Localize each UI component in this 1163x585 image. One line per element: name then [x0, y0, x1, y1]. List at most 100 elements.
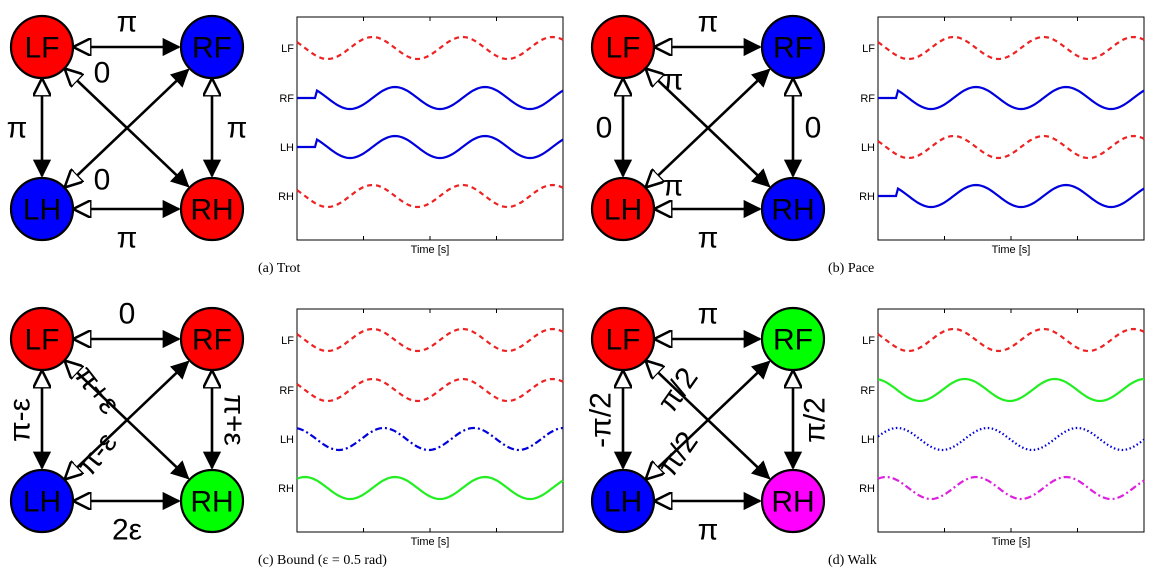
- row-label-lf: LF: [281, 43, 294, 55]
- node-circle: [760, 176, 826, 242]
- node-label: RF: [192, 32, 232, 65]
- node-circle: [179, 468, 245, 534]
- node-circle: [9, 14, 75, 80]
- edge-diag-anti: [647, 362, 769, 478]
- edge-label-right: π/2: [799, 397, 832, 443]
- node-lf: LF: [590, 306, 656, 372]
- edge-label-top: π: [698, 6, 719, 39]
- node-label: LF: [24, 324, 59, 357]
- node-circle: [590, 14, 656, 80]
- edge-label-bottom: 2ε: [112, 514, 142, 547]
- row-label-rh: RH: [278, 191, 294, 203]
- panel-caption: (d) Walk: [828, 553, 877, 568]
- coupling-edges: [623, 47, 793, 209]
- node-lf: LF: [9, 14, 75, 80]
- node-label: LH: [23, 194, 61, 227]
- node-label: RH: [190, 194, 233, 227]
- node-circle: [590, 176, 656, 242]
- leg-nodes: LF RF LH RH: [590, 14, 826, 242]
- node-lh: LH: [9, 176, 75, 242]
- edge-label-top: π: [117, 6, 138, 39]
- node-label: RH: [771, 194, 814, 227]
- trace-rf: [877, 377, 1145, 403]
- node-rh: RH: [760, 176, 826, 242]
- trace-lh: [297, 134, 564, 160]
- node-circle: [9, 468, 75, 534]
- edge-labels: πππ π00: [7, 6, 248, 255]
- edge-label-diag_main: π: [663, 64, 684, 97]
- node-circle: [590, 468, 656, 534]
- row-label-rh: RH: [278, 483, 294, 495]
- node-label: RH: [190, 486, 233, 519]
- node-lh: LH: [590, 468, 656, 534]
- edge-label-diag_anti: 0: [94, 164, 111, 197]
- edge-label-left: -π/2: [585, 392, 618, 448]
- plot-frame: [296, 16, 564, 241]
- row-label-lf: LF: [862, 335, 875, 347]
- leg-nodes: LF RF LH RH: [9, 306, 245, 534]
- node-lh: LH: [590, 176, 656, 242]
- trace-plot: Time [s] LF RF LH RH: [859, 308, 1145, 548]
- node-rf: RF: [179, 14, 245, 80]
- node-circle: [760, 306, 826, 372]
- edge-label-left: π: [7, 112, 28, 145]
- node-circle: [179, 14, 245, 80]
- coupling-edges: [42, 339, 212, 501]
- node-circle: [179, 306, 245, 372]
- coupling-edges: [42, 47, 212, 209]
- edge-diag-anti: [647, 70, 769, 186]
- row-label-rf: RF: [279, 385, 294, 397]
- node-circle: [9, 306, 75, 372]
- row-label-rf: RF: [860, 385, 875, 397]
- node-rh: RH: [760, 468, 826, 534]
- node-circle: [179, 176, 245, 242]
- node-circle: [590, 306, 656, 372]
- trace-rf: [297, 85, 564, 111]
- trace-rf: [878, 85, 1145, 111]
- panel-caption: (b) Pace: [828, 261, 874, 276]
- row-label-lf: LF: [862, 43, 875, 55]
- trace-rh: [878, 183, 1145, 209]
- edge-label-diag_anti: π-ε: [70, 426, 123, 481]
- node-lf: LF: [9, 306, 75, 372]
- row-label-lh: LH: [861, 434, 875, 446]
- node-circle: [9, 176, 75, 242]
- row-label-lf: LF: [281, 335, 294, 347]
- trace-rh: [296, 475, 564, 501]
- node-circle: [760, 14, 826, 80]
- edge-label-diag_anti: π: [663, 170, 684, 203]
- node-label: LF: [24, 32, 59, 65]
- node-label: RF: [192, 324, 232, 357]
- edge-diag-anti: [66, 362, 188, 478]
- node-label: LH: [604, 486, 642, 519]
- edge-label-right: π: [227, 112, 248, 145]
- edge-label-diag_anti: π/2: [651, 426, 704, 482]
- panel-caption: (a) Trot: [258, 261, 301, 276]
- edge-label-right: π+ε: [218, 394, 251, 446]
- edge-label-bottom: π: [698, 222, 719, 255]
- row-label-lh: LH: [280, 434, 294, 446]
- node-lf: LF: [590, 14, 656, 80]
- node-circle: [760, 468, 826, 534]
- edge-label-left: π-ε: [4, 398, 37, 442]
- leg-nodes: LF RF LH RH: [590, 306, 826, 534]
- time-axis-label: Time [s]: [992, 244, 1031, 256]
- leg-nodes: LF RF LH RH: [9, 14, 245, 242]
- edge-label-right: 0: [805, 112, 822, 145]
- edge-label-left: 0: [596, 112, 613, 145]
- time-axis-label: Time [s]: [411, 536, 450, 548]
- time-axis-label: Time [s]: [411, 244, 450, 256]
- row-label-lh: LH: [861, 142, 875, 154]
- edge-label-bottom: π: [698, 514, 719, 547]
- node-label: LF: [605, 324, 640, 357]
- node-rh: RH: [179, 468, 245, 534]
- edge-label-bottom: π: [117, 222, 138, 255]
- edge-label-diag_main: 0: [94, 57, 111, 90]
- node-rf: RF: [179, 306, 245, 372]
- node-lh: LH: [9, 468, 75, 534]
- row-label-rf: RF: [860, 93, 875, 105]
- edge-diag-anti: [66, 70, 188, 186]
- node-label: RF: [773, 324, 813, 357]
